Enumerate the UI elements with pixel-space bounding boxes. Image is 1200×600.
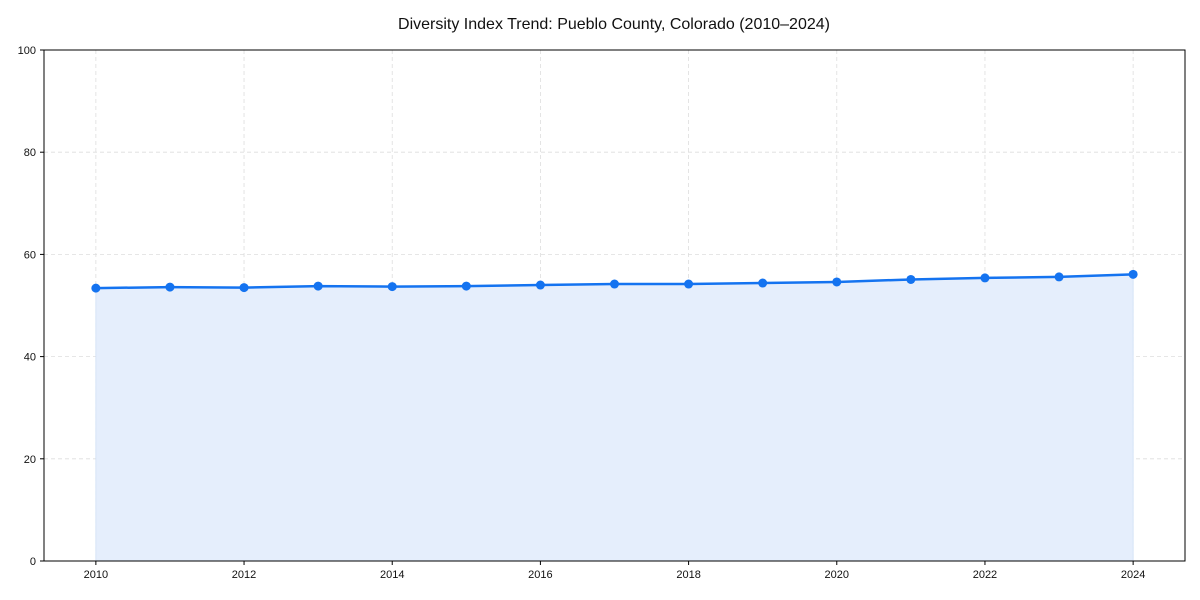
x-tick-label: 2024: [1121, 569, 1145, 581]
x-tick-label: 2022: [973, 569, 997, 581]
y-tick-label: 100: [18, 45, 36, 57]
y-tick-label: 40: [24, 352, 36, 364]
data-point: [1128, 269, 1138, 279]
data-point: [387, 282, 397, 292]
data-point: [758, 278, 768, 288]
plot-frame: [43, 49, 1186, 562]
data-point: [239, 283, 249, 293]
data-point: [684, 279, 694, 289]
x-tick-label: 2012: [232, 569, 256, 581]
data-point: [165, 282, 175, 292]
data-point: [461, 281, 471, 291]
x-axis: 2010 2012 2014 2016 2018 2020 2022 2024: [84, 561, 1145, 581]
x-tick-label: 2014: [380, 569, 404, 581]
data-point: [832, 277, 842, 287]
data-point: [980, 273, 990, 283]
x-tick-label: 2010: [84, 569, 108, 581]
area-fill: [95, 273, 1134, 562]
chart-title: Diversity Index Trend: Pueblo County, Co…: [398, 16, 830, 33]
data-point: [535, 280, 545, 290]
data-point: [610, 279, 619, 289]
y-tick-label: 60: [24, 249, 36, 261]
y-tick-label: 80: [24, 147, 36, 159]
x-tick-label: 2020: [825, 569, 849, 581]
x-tick-label: 2016: [528, 569, 552, 581]
data-point: [906, 274, 916, 284]
y-axis: 0 20 40 60 80 100: [18, 45, 44, 568]
y-tick-label: 0: [30, 556, 36, 568]
y-tick-label: 20: [24, 454, 36, 466]
data-points: [91, 269, 1138, 293]
data-point: [313, 281, 323, 291]
data-point: [1054, 272, 1064, 282]
data-point: [91, 283, 101, 293]
x-tick-label: 2018: [676, 569, 700, 581]
